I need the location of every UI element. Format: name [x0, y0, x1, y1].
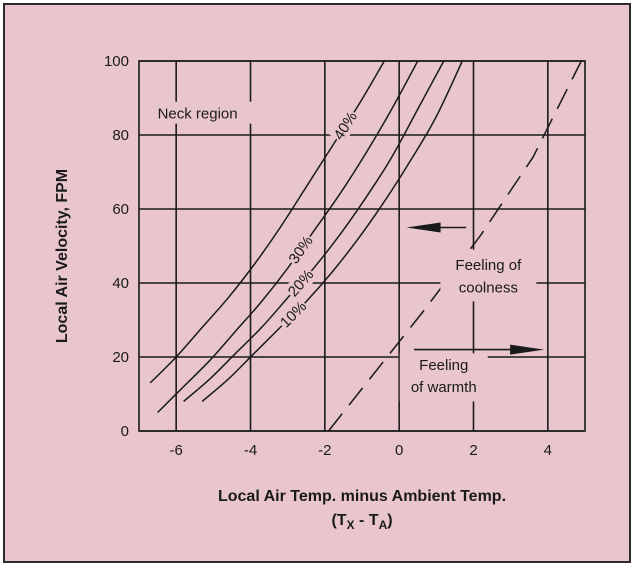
- x-axis-formula: (TX - TA): [331, 512, 392, 532]
- x-tick-labels: -6 -4 -2 0 2 4: [169, 442, 552, 459]
- x-tick-label: -2: [318, 442, 331, 459]
- y-axis-title: Local Air Velocity, FPM: [54, 169, 71, 343]
- curve-label-bg: [329, 107, 362, 145]
- curve-label-bg: [283, 265, 319, 301]
- y-tick-labels: 0 20 40 60 80 100: [104, 53, 129, 440]
- coolness-line-1: Feeling of: [455, 257, 522, 274]
- x-tick-label: 2: [469, 442, 477, 459]
- arrow-head: [510, 344, 545, 355]
- x-tick-label: 0: [395, 442, 403, 459]
- warmth-line-1: Feeling: [419, 357, 468, 374]
- x-tick-label: 4: [544, 442, 552, 459]
- arrows-layer: [406, 222, 545, 355]
- series-layer: 10%20%30%40%: [149, 60, 582, 432]
- curve-label: 30%: [286, 233, 317, 267]
- y-tick-label: 40: [112, 275, 129, 292]
- x-tick-label: -6: [169, 442, 182, 459]
- curve-label-bg: [275, 296, 311, 333]
- arrow-head: [406, 222, 441, 233]
- x-tick-label: -4: [244, 442, 257, 459]
- curve-10pct: [201, 60, 463, 402]
- y-tick-label: 60: [112, 201, 129, 218]
- formula-close: ): [387, 512, 392, 529]
- formula-open: (T: [331, 512, 346, 529]
- y-tick-label: 20: [112, 349, 129, 366]
- formula-sub-a: A: [379, 518, 388, 532]
- warmth-annotation: Feeling of warmth: [399, 353, 488, 402]
- warmth-line-2: of warmth: [411, 379, 477, 396]
- curve-label-group: 40%: [329, 107, 362, 145]
- coolness-line-2: coolness: [459, 279, 518, 296]
- neck-region-label: Neck region: [158, 105, 238, 122]
- curve-30pct: [157, 60, 419, 414]
- formula-minus: - T: [355, 512, 379, 529]
- dashed-boundary-line: [327, 60, 582, 432]
- x-axis-title: Local Air Temp. minus Ambient Temp.: [218, 488, 506, 505]
- chart-canvas: 10%20%30%40% Neck region Feeling of cool…: [54, 53, 586, 532]
- y-tick-label: 80: [112, 127, 129, 144]
- curve-label-group: 30%: [284, 231, 318, 268]
- y-tick-label: 100: [104, 53, 129, 70]
- chart-frame: 10% 20% 30% 40% Neck region Feeling of cool…: [3, 3, 631, 563]
- curve-20pct: [183, 60, 445, 402]
- formula-sub-x: X: [347, 518, 355, 532]
- coolness-annotation: Feeling of coolness: [440, 249, 537, 302]
- y-tick-label: 0: [121, 423, 129, 440]
- curve-label-bg: [284, 231, 318, 268]
- region-label: Neck region: [153, 101, 254, 124]
